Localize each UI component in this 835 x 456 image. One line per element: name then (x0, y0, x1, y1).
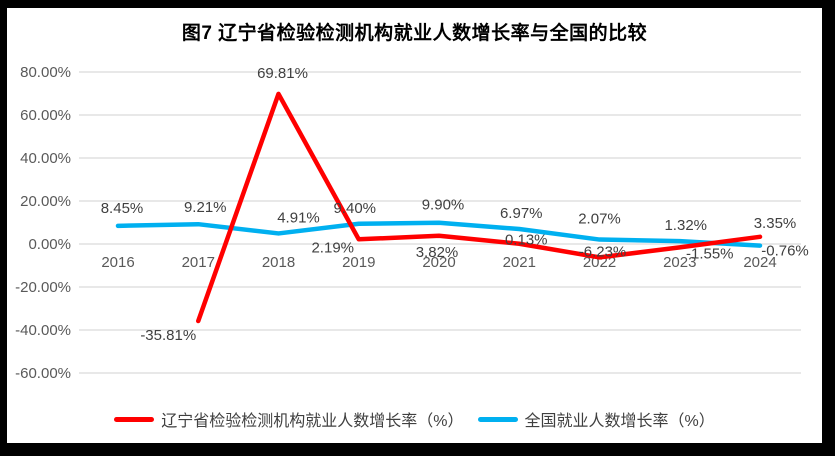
data-label-national: -0.76% (761, 243, 809, 260)
y-axis-tick-label: 20.00% (20, 193, 71, 210)
y-axis-tick-label: -40.00% (15, 322, 71, 339)
data-label-liaoning: 3.82% (416, 244, 459, 261)
data-label-national: 4.91% (277, 209, 320, 226)
legend-line-swatch-red (114, 416, 155, 422)
y-axis-tick-label: 0.00% (28, 236, 71, 253)
x-axis-tick-label: 2019 (342, 254, 375, 271)
data-label-liaoning: 2.19% (311, 239, 354, 256)
data-label-liaoning: 3.35% (754, 215, 797, 232)
data-label-liaoning: -1.55% (686, 245, 734, 262)
legend-line-swatch-blue (477, 416, 518, 422)
data-label-national: 2.07% (578, 211, 621, 228)
x-axis-tick-label: 2016 (101, 254, 134, 271)
legend-item-national: 全国就业人数增长率（%） (477, 407, 715, 431)
data-label-liaoning: 0.13% (505, 232, 548, 249)
data-label-national: 9.90% (422, 197, 465, 214)
x-axis-tick-label: 2024 (743, 254, 776, 271)
y-axis-tick-label: 80.00% (20, 64, 71, 81)
data-label-liaoning: -35.81% (140, 327, 196, 344)
data-label-liaoning: -6.23% (579, 243, 627, 260)
data-label-liaoning: 69.81% (257, 65, 308, 82)
x-axis-tick-label: 2017 (182, 254, 215, 271)
data-label-national: 6.97% (500, 205, 543, 222)
y-axis-tick-label: -20.00% (15, 279, 71, 296)
y-axis-tick-label: 40.00% (20, 150, 71, 167)
series-line-national (115, 220, 763, 248)
data-label-national: 8.45% (101, 200, 144, 217)
data-label-national: 9.21% (184, 199, 227, 216)
chart-title: 图7 辽宁省检验检测机构就业人数增长率与全国的比较 (181, 23, 648, 44)
legend-label-liaoning: 辽宁省检验检测机构就业人数增长率（%） (161, 413, 464, 430)
series-line-liaoning (196, 91, 763, 324)
chart-legend: 辽宁省检验检测机构就业人数增长率（%） 全国就业人数增长率（%） (7, 407, 822, 431)
x-axis-tick-label: 2018 (262, 254, 295, 271)
x-axis-tick-label: 2021 (503, 254, 536, 271)
legend-label-national: 全国就业人数增长率（%） (524, 413, 715, 430)
x-axis-tick-label: 2023 (663, 254, 696, 271)
data-label-national: 9.40% (333, 200, 376, 217)
y-axis-tick-label: -60.00% (15, 365, 71, 382)
line-chart-plot-area: 80.00% 60.00% 40.00% 20.00% 0.00% -20.00% -40.… (15, 64, 809, 382)
data-label-national: 1.32% (664, 217, 707, 234)
legend-item-liaoning: 辽宁省检验检测机构就业人数增长率（%） (114, 407, 464, 431)
x-axis-tick-label: 2020 (422, 254, 455, 271)
y-axis-tick-label: 60.00% (20, 107, 71, 124)
